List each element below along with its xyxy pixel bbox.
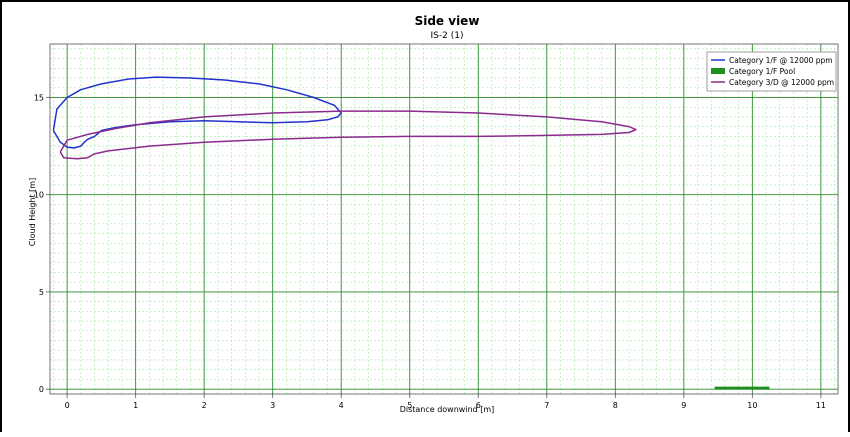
- x-tick-label: 9: [681, 401, 686, 410]
- side-view-chart: Side view IS-2 (1) 0 1 2 3 4 5 6 7 8 9 10 11051015 …: [28, 14, 839, 414]
- legend-label: Category 1/F Pool: [729, 67, 795, 76]
- x-tick-label: 7: [544, 401, 549, 410]
- plot-background: [50, 44, 838, 394]
- legend: Category 1/F @ 12000 ppm Category 1/F Poo…: [706, 51, 837, 92]
- legend-label: Category 3/D @ 12000 ppm: [729, 78, 834, 87]
- axes: 0 1 2 3 4 5 6 7 8 9 10 11 0 5 10 15: [34, 43, 839, 410]
- x-tick-label: 2: [202, 401, 207, 410]
- x-axis-label: Distance downwind [m]: [400, 405, 495, 414]
- x-tick-label: 10: [747, 401, 757, 410]
- series-line: [52, 76, 342, 149]
- x-tick-label: 4: [339, 401, 344, 410]
- x-tick-label: 8: [613, 401, 618, 410]
- major-grid: [50, 44, 838, 394]
- series-layer: [52, 76, 770, 390]
- y-tick-label: 10: [34, 191, 44, 200]
- chart-subtitle: IS-2 (1): [431, 31, 464, 41]
- x-tick-label: 0: [65, 401, 70, 410]
- y-tick-label: 0: [39, 385, 44, 394]
- plot-border: [49, 43, 839, 395]
- legend-box: [706, 51, 837, 92]
- chart-title: Side view: [415, 14, 480, 28]
- y-tick-label: 5: [39, 288, 44, 297]
- plot-area: [50, 44, 838, 394]
- x-tick-label: 5: [407, 401, 412, 410]
- y-tick-label: 15: [34, 93, 44, 102]
- x-tick-label: 1: [133, 401, 138, 410]
- x-tick-label: 3: [270, 401, 275, 410]
- legend-label: Category 1/F @ 12000 ppm: [729, 56, 833, 65]
- legend-swatch: [711, 68, 725, 74]
- series-line: [59, 110, 637, 160]
- x-tick-label: 11: [816, 401, 826, 410]
- y-axis-label: Cloud Height [m]: [28, 178, 37, 246]
- x-tick-label: 6: [476, 401, 481, 410]
